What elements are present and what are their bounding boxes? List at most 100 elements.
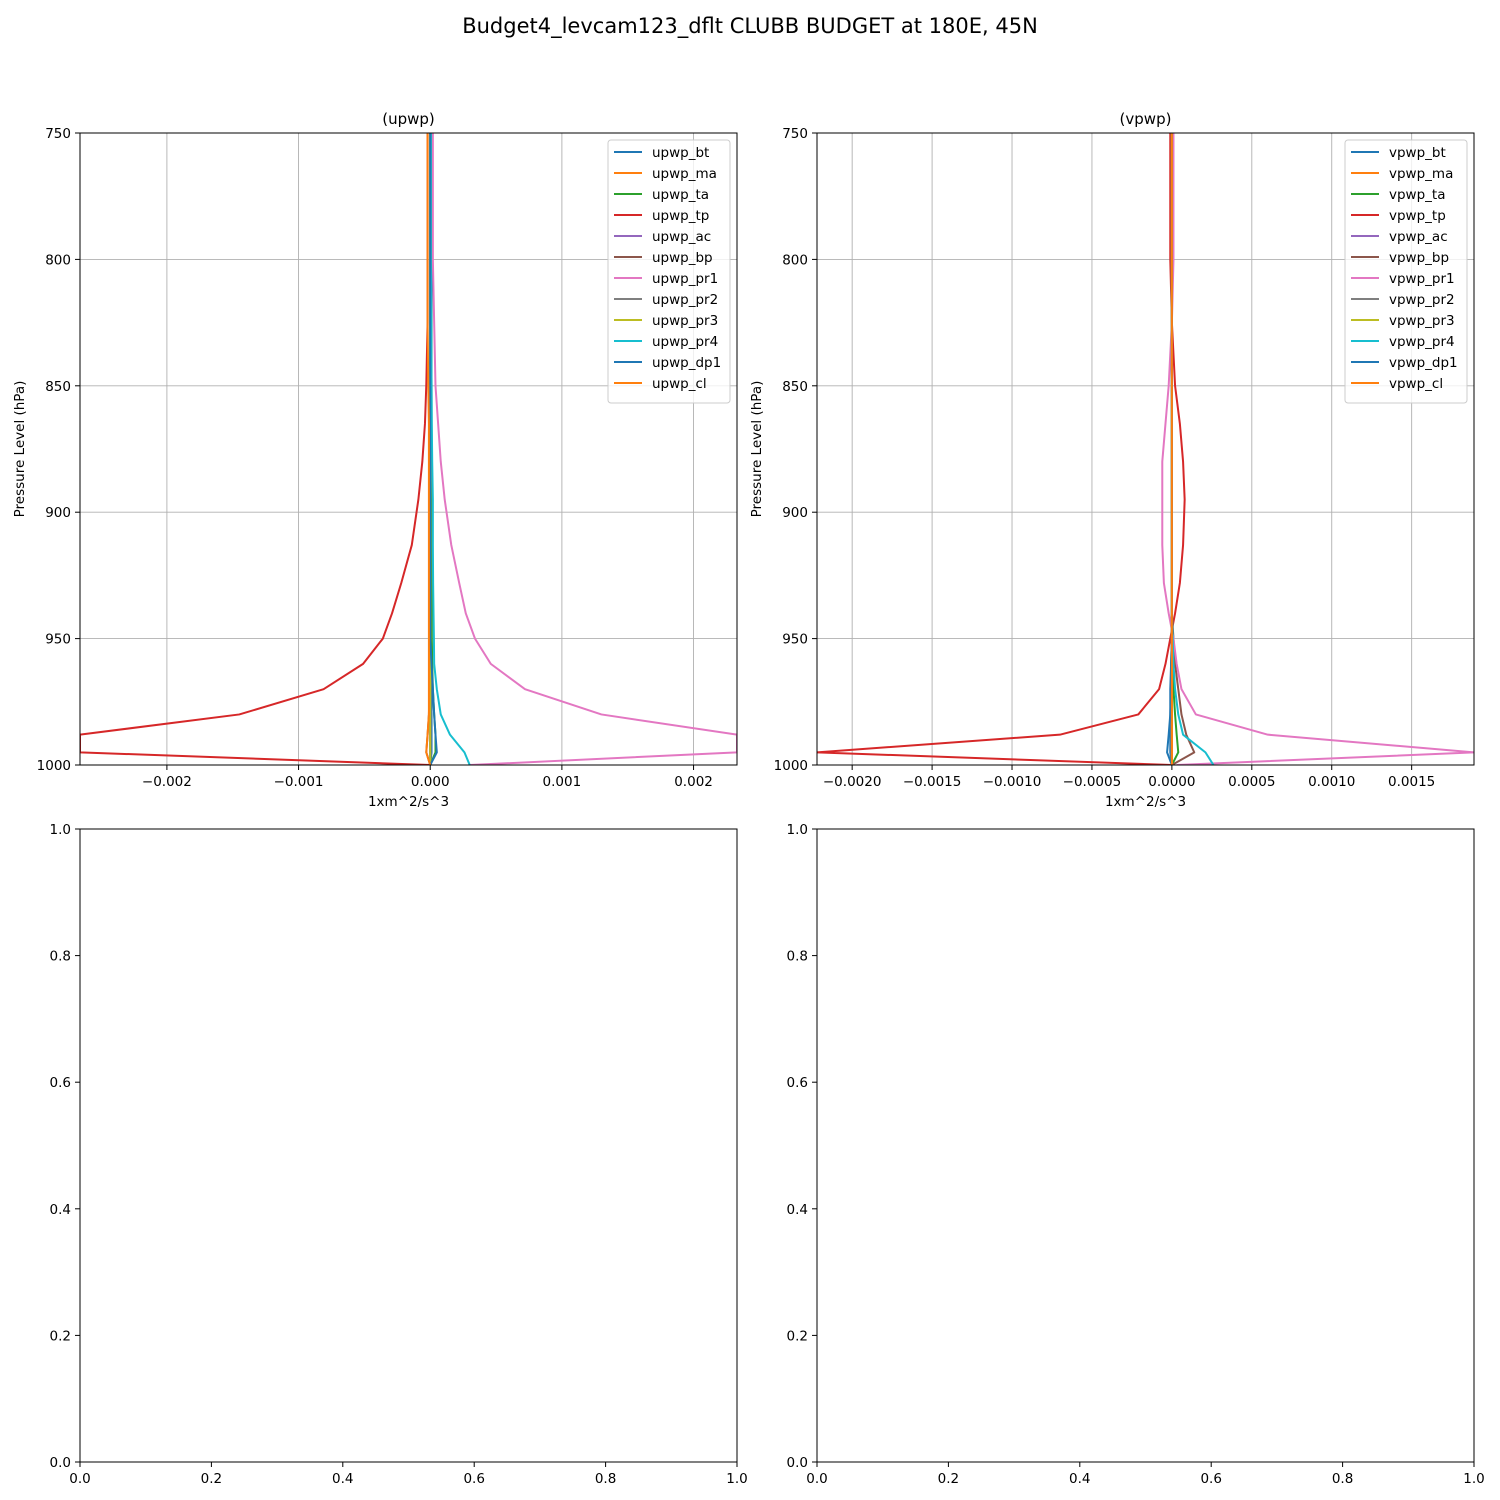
legend-label: upwp_pr4 [652, 334, 718, 350]
x-tick-label: 0.6 [463, 1471, 484, 1487]
x-tick-label: −0.0010 [983, 774, 1042, 790]
y-tick-label: 800 [782, 252, 808, 268]
x-tick-label: −0.002 [142, 774, 192, 790]
figure-title: Budget4_levcam123_dflt CLUBB BUDGET at 1… [462, 14, 1038, 38]
legend-label: upwp_pr3 [652, 313, 718, 329]
y-tick-label: 950 [45, 632, 71, 648]
legend-frame [607, 139, 731, 404]
chart-panel-1: −0.002 −0.001 0.000 0.001 0.002 750 800 850 900 9… [12, 110, 738, 810]
legend-label: vpwp_pr4 [1389, 334, 1455, 350]
y-axis-label: Pressure Level (hPa) [12, 381, 28, 518]
legend-label: upwp_ta [652, 187, 709, 203]
series-line-upwp_tp [80, 133, 431, 765]
series-line-upwp_cl [425, 133, 432, 765]
legend-label: upwp_bp [652, 250, 713, 266]
axes-frame [816, 132, 1475, 766]
legend-label: vpwp_ta [1389, 187, 1446, 203]
legend-label: upwp_tp [652, 208, 709, 224]
legend-label: vpwp_tp [1389, 208, 1446, 224]
x-tick-label: 0.001 [543, 774, 582, 790]
legend-label: vpwp_bp [1389, 250, 1449, 266]
y-tick-label: 900 [45, 505, 71, 521]
x-tick-label: −0.0015 [903, 774, 962, 790]
series-line-upwp_dp1 [429, 133, 438, 765]
series-group [817, 133, 1474, 765]
x-tick-label: 0.0000 [1148, 774, 1195, 790]
x-tick-label: −0.0005 [1063, 774, 1122, 790]
legend-label: upwp_cl [652, 376, 707, 392]
series-line-upwp_pr4 [429, 133, 471, 765]
axes-frame [79, 828, 738, 1463]
y-tick-label: 0.0 [50, 1455, 71, 1471]
legend-label: upwp_dp1 [652, 355, 721, 371]
y-tick-label: 1.0 [787, 822, 808, 838]
y-tick-label: 850 [45, 379, 71, 395]
legend-label: vpwp_pr1 [1389, 271, 1455, 287]
legend-label: vpwp_ac [1389, 229, 1448, 245]
y-tick-label: 800 [45, 252, 71, 268]
series-line-vpwp_tp [817, 133, 1186, 765]
series-line-upwp_pr1 [431, 133, 737, 765]
legend-label: vpwp_dp1 [1389, 355, 1458, 371]
x-tick-label: 0.0 [69, 1471, 90, 1487]
y-tick-label: 750 [782, 126, 808, 142]
x-tick-label: −0.0020 [823, 774, 882, 790]
series-group [80, 133, 737, 765]
legend-label: vpwp_ma [1389, 166, 1453, 182]
y-tick-label: 1000 [774, 758, 808, 774]
y-tick-label: 0.6 [50, 1075, 71, 1091]
legend-label: upwp_pr1 [652, 271, 718, 287]
y-tick-label: 950 [782, 632, 808, 648]
chart-panel-2: −0.0020 −0.0015 −0.0010 −0.0005 0.0000 0.0005… [749, 110, 1475, 810]
x-axis-label: 1xm^2/s^3 [1105, 794, 1186, 810]
y-tick-label: 750 [45, 126, 71, 142]
legend: vpwp_bt vpwp_ma vpwp_ta vpwp_tp vpwp_ac vpwp_… [1344, 139, 1468, 404]
x-tick-label: 1.0 [1463, 1471, 1484, 1487]
y-tick-label: 0.8 [50, 949, 71, 965]
y-tick-label: 0.6 [787, 1075, 808, 1091]
y-tick-label: 0.4 [50, 1202, 71, 1218]
legend-label: upwp_ma [652, 166, 717, 182]
chart-panel-4: 0.0 0.2 0.4 0.6 0.8 1.0 0.0 0.2 0.4 0.6 0.8 1.0 [787, 822, 1485, 1487]
x-tick-label: 0.0005 [1228, 774, 1275, 790]
y-tick-label: 0.0 [787, 1455, 808, 1471]
chart-panel-3: 0.0 0.2 0.4 0.6 0.8 1.0 0.0 0.2 0.4 0.6 0.8 1.0 [50, 822, 748, 1487]
legend-label: upwp_pr2 [652, 292, 718, 308]
x-tick-label: 0.000 [411, 774, 450, 790]
y-tick-label: 900 [782, 505, 808, 521]
axes-title: (vpwp) [1120, 110, 1172, 128]
axes-frame [79, 132, 738, 766]
y-tick-label: 0.8 [787, 949, 808, 965]
x-tick-label: 0.8 [595, 1471, 616, 1487]
x-tick-label: 0.2 [201, 1471, 222, 1487]
legend-label: vpwp_pr2 [1389, 292, 1455, 308]
x-tick-label: 0.2 [938, 1471, 959, 1487]
y-tick-label: 1000 [37, 758, 71, 774]
x-tick-label: −0.001 [274, 774, 324, 790]
x-axis-label: 1xm^2/s^3 [368, 794, 449, 810]
series-line-vpwp_bp [1170, 133, 1196, 765]
y-tick-label: 1.0 [50, 822, 71, 838]
x-tick-label: 0.8 [1332, 1471, 1353, 1487]
legend: upwp_bt upwp_ma upwp_ta upwp_tp upwp_ac upwp_… [607, 139, 731, 404]
legend-label: vpwp_cl [1389, 376, 1443, 392]
y-axis-label: Pressure Level (hPa) [749, 381, 765, 518]
x-tick-label: 0.6 [1200, 1471, 1221, 1487]
x-tick-label: 0.4 [332, 1471, 353, 1487]
y-tick-label: 850 [782, 379, 808, 395]
legend-label: upwp_ac [652, 229, 711, 245]
x-tick-label: 0.4 [1069, 1471, 1090, 1487]
x-tick-label: 1.0 [726, 1471, 747, 1487]
x-tick-label: 0.0 [806, 1471, 827, 1487]
axes-frame [816, 828, 1475, 1463]
y-tick-label: 0.4 [787, 1202, 808, 1218]
y-tick-label: 0.2 [50, 1328, 71, 1344]
axes-title: (upwp) [382, 110, 435, 128]
x-tick-label: 0.0015 [1388, 774, 1435, 790]
legend-frame [1344, 139, 1468, 404]
y-tick-label: 0.2 [787, 1328, 808, 1344]
legend-label: vpwp_bt [1389, 145, 1446, 161]
legend-label: vpwp_pr3 [1389, 313, 1455, 329]
x-tick-label: 0.002 [674, 774, 713, 790]
